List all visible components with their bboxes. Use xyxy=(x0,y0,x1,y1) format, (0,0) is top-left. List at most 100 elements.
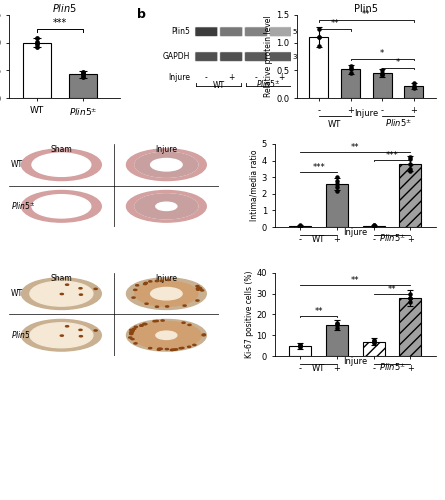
Text: **: ** xyxy=(351,276,360,285)
Bar xyxy=(326,325,348,356)
Circle shape xyxy=(79,294,82,296)
Point xyxy=(297,340,304,348)
Text: $Plin5^{±}$: $Plin5^{±}$ xyxy=(384,118,412,130)
Bar xyxy=(69,74,97,98)
Circle shape xyxy=(140,324,143,326)
Bar xyxy=(405,86,424,98)
Point xyxy=(407,153,414,161)
Circle shape xyxy=(129,332,133,333)
Point xyxy=(333,173,340,181)
Circle shape xyxy=(126,190,206,222)
Circle shape xyxy=(182,322,185,324)
Circle shape xyxy=(193,344,196,346)
Circle shape xyxy=(202,334,205,336)
Point xyxy=(333,319,340,327)
Point xyxy=(333,320,340,328)
Circle shape xyxy=(155,320,158,322)
Point xyxy=(407,290,414,298)
Point xyxy=(33,42,40,50)
Circle shape xyxy=(131,330,134,332)
Text: b: b xyxy=(137,8,146,22)
Bar xyxy=(326,184,348,227)
Text: WT: WT xyxy=(213,81,225,90)
Point xyxy=(80,72,87,80)
Point xyxy=(80,68,87,76)
Circle shape xyxy=(155,306,158,308)
Circle shape xyxy=(144,324,147,325)
Point xyxy=(370,222,377,230)
Text: $Plin5^{±}$: $Plin5^{±}$ xyxy=(379,232,405,244)
Circle shape xyxy=(135,152,198,177)
Circle shape xyxy=(150,158,182,171)
Circle shape xyxy=(198,287,201,288)
Point xyxy=(370,338,377,346)
Text: **: ** xyxy=(331,20,339,28)
FancyBboxPatch shape xyxy=(245,27,267,36)
Point xyxy=(407,165,414,173)
Circle shape xyxy=(30,323,93,347)
Point xyxy=(33,38,40,46)
Text: WT: WT xyxy=(328,120,341,130)
Point xyxy=(316,33,323,41)
Bar xyxy=(289,226,312,227)
Text: -: - xyxy=(255,73,257,82)
Text: $Plin5^{±}$: $Plin5^{±}$ xyxy=(256,78,281,90)
Point xyxy=(407,294,414,302)
Text: Injure: Injure xyxy=(343,228,368,237)
Circle shape xyxy=(156,331,177,340)
Circle shape xyxy=(201,290,204,291)
Circle shape xyxy=(131,330,134,331)
Circle shape xyxy=(65,326,69,327)
Circle shape xyxy=(196,288,199,289)
Y-axis label: Relative protein level: Relative protein level xyxy=(264,16,273,98)
Circle shape xyxy=(65,284,69,286)
Circle shape xyxy=(166,306,169,307)
Circle shape xyxy=(150,288,182,300)
Text: ***: *** xyxy=(312,162,325,172)
Text: $Plin5^{±}$: $Plin5^{±}$ xyxy=(11,330,36,341)
Text: ***: *** xyxy=(53,18,67,28)
FancyBboxPatch shape xyxy=(270,52,292,61)
Circle shape xyxy=(79,288,82,289)
Circle shape xyxy=(129,337,132,338)
Circle shape xyxy=(21,149,101,180)
Bar xyxy=(309,37,328,98)
Point xyxy=(407,160,414,168)
Point xyxy=(410,83,417,91)
Text: +: + xyxy=(228,73,235,82)
Point xyxy=(379,66,386,74)
Circle shape xyxy=(21,190,101,222)
Circle shape xyxy=(145,303,148,304)
Point xyxy=(347,62,354,70)
Bar xyxy=(341,70,360,98)
Point xyxy=(370,338,377,346)
Text: $Plin5^{±}$: $Plin5^{±}$ xyxy=(379,362,405,373)
Point xyxy=(80,68,87,76)
Text: ***: *** xyxy=(386,151,398,160)
Circle shape xyxy=(134,343,137,344)
Point xyxy=(370,336,377,344)
Text: Injure: Injure xyxy=(155,274,178,282)
Point xyxy=(333,324,340,332)
Point xyxy=(297,222,304,230)
Point xyxy=(333,180,340,188)
Text: Injure: Injure xyxy=(168,73,190,82)
FancyBboxPatch shape xyxy=(245,52,267,61)
Title: Plin5: Plin5 xyxy=(355,4,378,14)
Circle shape xyxy=(167,279,170,280)
Point xyxy=(33,40,40,48)
Text: Sham: Sham xyxy=(51,274,72,282)
Circle shape xyxy=(135,281,198,306)
Text: 37kDa: 37kDa xyxy=(292,54,315,60)
Point xyxy=(297,342,304,350)
Text: **: ** xyxy=(351,142,360,152)
Circle shape xyxy=(94,330,97,331)
Point xyxy=(333,186,340,194)
Circle shape xyxy=(79,336,82,337)
Y-axis label: Intima/media ratio: Intima/media ratio xyxy=(250,150,259,222)
Text: WT: WT xyxy=(312,235,325,244)
Text: **: ** xyxy=(362,10,371,20)
Text: Injure: Injure xyxy=(354,110,379,118)
Point xyxy=(370,222,377,230)
Circle shape xyxy=(174,349,178,350)
